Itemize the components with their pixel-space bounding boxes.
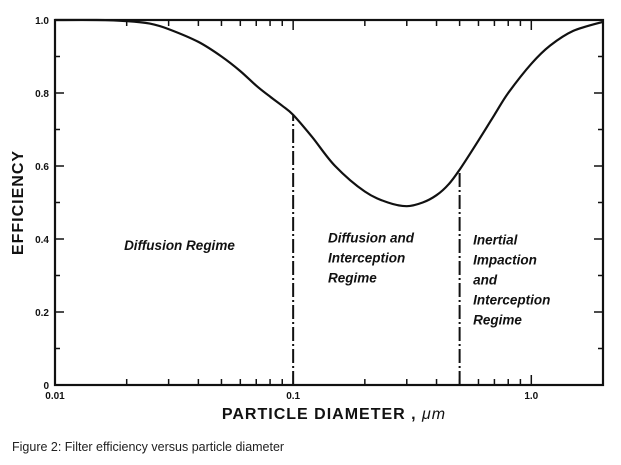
region-label-inertial-impaction: and (473, 272, 498, 287)
region-label-diffusion: Diffusion Regime (124, 238, 235, 253)
figure-caption: Figure 2: Filter efficiency versus parti… (12, 440, 285, 454)
region-label-inertial-impaction: Regime (473, 312, 522, 327)
y-tick-label: 0.8 (35, 89, 49, 100)
region-label-diffusion-interception: Interception (328, 251, 405, 266)
x-tick-label: 1.0 (524, 391, 538, 402)
region-label-inertial-impaction: Impaction (473, 252, 537, 267)
y-tick-label: 0.2 (35, 308, 49, 319)
x-axis-unit: μm (421, 406, 446, 423)
y-axis-title: EFFICIENCY (10, 150, 27, 255)
region-label-inertial-impaction: Inertial (473, 232, 518, 247)
x-axis-title: PARTICLE DIAMETER , μm (222, 406, 446, 423)
x-tick-label: 0.1 (286, 391, 300, 402)
region-label-diffusion-interception: Diffusion and (328, 231, 415, 246)
x-axis-title-text: PARTICLE DIAMETER , (222, 406, 422, 423)
x-tick-label: 0.01 (45, 391, 65, 402)
y-tick-label: 0 (43, 381, 49, 392)
y-tick-label: 0.4 (35, 235, 49, 246)
region-label-inertial-impaction: Interception (473, 292, 550, 307)
region-label-diffusion-interception: Regime (328, 271, 377, 286)
efficiency-curve (54, 18, 604, 208)
y-tick-label: 1.0 (35, 16, 49, 27)
y-tick-label: 0.6 (35, 162, 49, 173)
efficiency-chart: 0 0.2 0.4 0.6 0.8 1.0 0.01 0.1 1.0 Diffusion Regi… (10, 16, 605, 423)
